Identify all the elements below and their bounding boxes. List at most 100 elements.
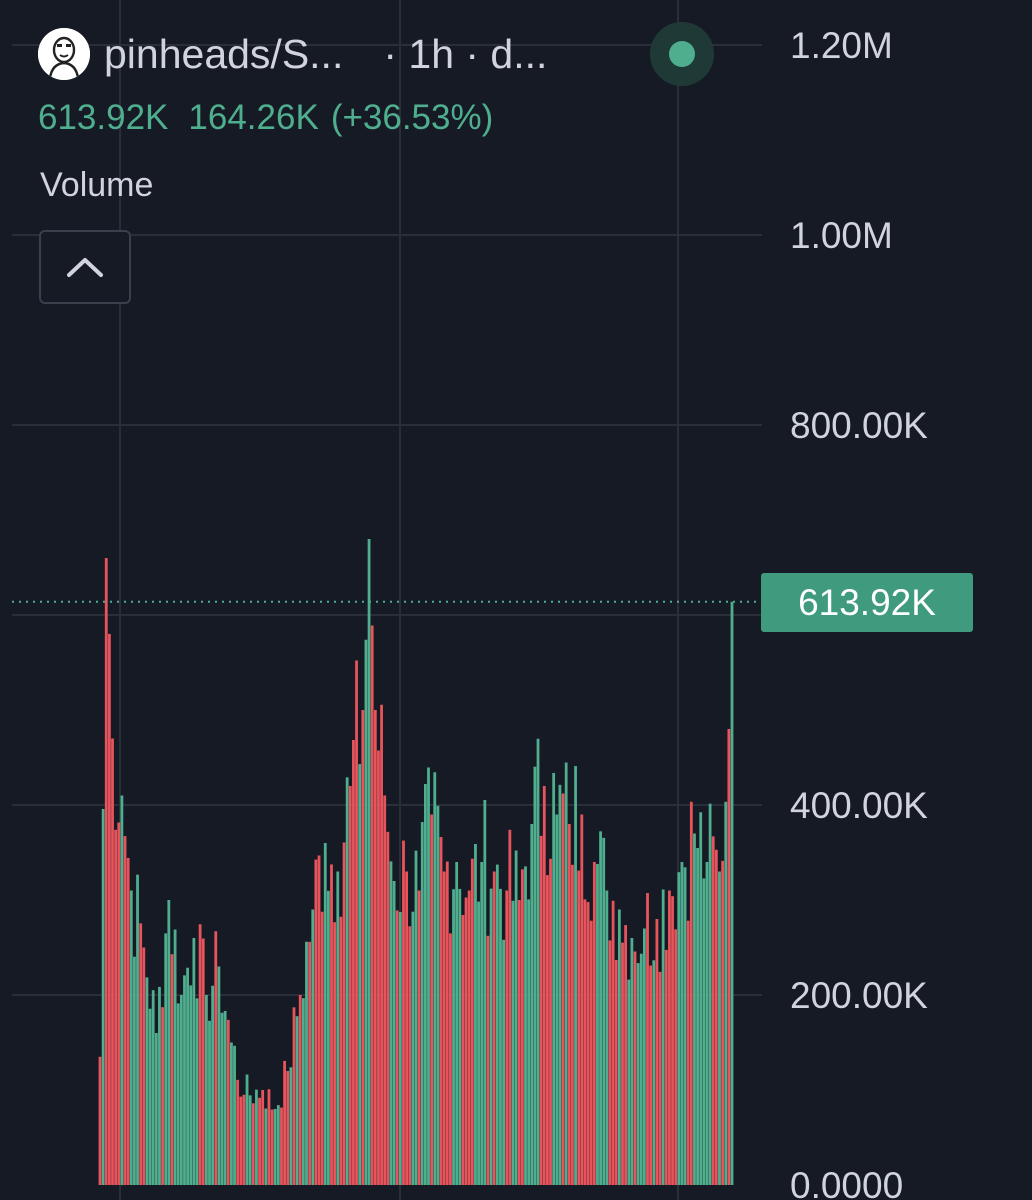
volume-bar [727, 729, 731, 1185]
volume-bar [267, 1089, 271, 1185]
volume-bar [151, 990, 155, 1185]
interval-label[interactable]: · 1h · d... [383, 30, 548, 77]
volume-bar [592, 862, 596, 1185]
volume-bar [533, 766, 537, 1185]
collapse-button[interactable] [39, 230, 131, 304]
volume-bar [420, 822, 424, 1185]
volume-bar [624, 925, 628, 1185]
volume-bar [583, 899, 587, 1185]
volume-bar [683, 867, 687, 1185]
volume-bar [198, 924, 202, 1185]
volume-bar [508, 829, 512, 1185]
volume-bar [630, 938, 634, 1185]
volume-bar [336, 871, 340, 1185]
volume-bar [514, 850, 518, 1185]
volume-bar [120, 795, 124, 1185]
volume-bar [718, 871, 721, 1185]
volume-bar [546, 875, 549, 1185]
volume-bar [358, 764, 362, 1185]
volume-bar [264, 1108, 268, 1185]
volume-bar [649, 965, 653, 1185]
current-volume: 613.92K [38, 98, 169, 137]
volume-bar [305, 941, 308, 1185]
volume-bar [339, 916, 343, 1185]
volume-bar [702, 878, 706, 1185]
volume-bar [492, 871, 496, 1185]
volume-bar [502, 939, 505, 1185]
volume-bar [189, 985, 193, 1185]
volume-bar [129, 890, 133, 1185]
volume-bar [517, 900, 521, 1185]
volume-bar [111, 738, 114, 1185]
volume-bar [436, 805, 440, 1185]
chart-legend-header: pinheads/S... · 1h · d... [38, 28, 547, 80]
volume-bar [711, 836, 715, 1185]
volume-bar [636, 963, 640, 1185]
volume-bar [245, 1074, 249, 1185]
volume-bar [661, 889, 665, 1185]
symbol-name[interactable]: pinheads/S... [104, 30, 344, 77]
volume-bar [627, 979, 631, 1185]
volume-bar [295, 1016, 299, 1185]
volume-bar [489, 888, 493, 1185]
volume-bars [98, 539, 734, 1185]
volume-bar [251, 1103, 255, 1185]
volume-bar [495, 864, 499, 1185]
volume-bar [652, 960, 656, 1185]
chevron-up-icon [67, 258, 103, 277]
y-tick-label: 1.00M [790, 215, 893, 256]
volume-bar [417, 890, 421, 1185]
volume-bar [370, 625, 374, 1185]
volume-bar [452, 889, 455, 1185]
volume-bar [280, 1107, 283, 1185]
volume-bar [164, 933, 168, 1185]
volume-change: 164.26K [188, 98, 319, 137]
volume-bar [539, 835, 543, 1185]
volume-bar [402, 840, 405, 1185]
volume-bar [273, 1109, 277, 1185]
volume-bar [411, 911, 415, 1185]
volume-bar [552, 772, 556, 1185]
volume-bar [214, 931, 218, 1185]
volume-bar [564, 762, 568, 1185]
indicator-title: Volume [40, 166, 154, 204]
volume-bar [674, 929, 678, 1185]
volume-bar [414, 850, 418, 1185]
volume-bar [708, 803, 712, 1185]
volume-bar [276, 1105, 280, 1185]
volume-bar [301, 998, 305, 1185]
volume-bar [179, 995, 183, 1185]
volume-bar [242, 1094, 246, 1185]
volume-bar [323, 843, 327, 1185]
volume-bar [599, 831, 602, 1185]
volume-bar [101, 808, 105, 1185]
volume-bar [442, 871, 446, 1185]
volume-bar [386, 831, 390, 1185]
volume-bar [461, 914, 465, 1185]
volume-bar [655, 919, 659, 1185]
volume-bar [233, 1045, 236, 1185]
collection-avatar[interactable] [38, 28, 90, 80]
volume-bar [668, 890, 671, 1185]
volume-bar [611, 900, 615, 1185]
volume-bar [170, 954, 174, 1185]
volume-bar [577, 870, 581, 1185]
volume-bar [308, 941, 312, 1185]
volume-bar [574, 766, 577, 1185]
volume-bar [470, 858, 474, 1185]
volume-bar [183, 975, 186, 1185]
volume-bar [377, 750, 380, 1185]
volume-bar [524, 866, 527, 1185]
price-axis[interactable]: 0.0000 200.00K 400.00K 800.00K 1.00M 1.20M [790, 25, 928, 1200]
volume-bar [621, 942, 624, 1185]
volume-bar [373, 710, 377, 1185]
volume-bar [483, 799, 487, 1185]
volume-bar [104, 558, 108, 1185]
volume-bar [686, 920, 690, 1185]
market-status-indicator[interactable] [650, 22, 714, 86]
volume-bar [123, 836, 127, 1185]
volume-bar [223, 1010, 227, 1185]
volume-bar [617, 909, 621, 1185]
volume-bar [724, 801, 728, 1185]
